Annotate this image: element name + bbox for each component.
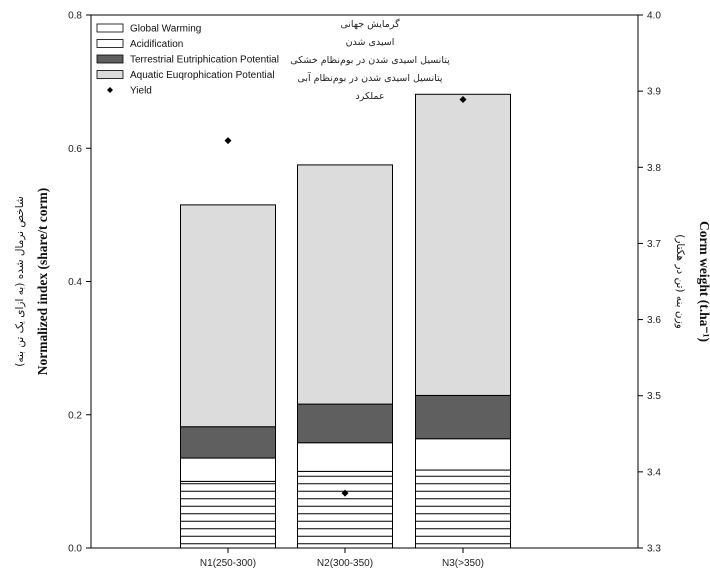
- y2-tick-label-3: 3.5: [647, 391, 661, 402]
- y-axis-title-fa: شاخص نرمال شده (به ازای یک تن بنه): [14, 196, 26, 367]
- bar-segment-1-1: [180, 480, 276, 549]
- yield-point-3: [459, 96, 467, 104]
- legend-fa-3: پتانسیل اسیدی شدن در بوم‌نظام خشکی: [290, 55, 450, 66]
- bar-segment-1-2: [297, 470, 393, 549]
- yield-point-2: [341, 489, 349, 497]
- y2-tick-label-1: 3.3: [647, 544, 661, 555]
- legend-label-yield: Yield: [130, 86, 152, 97]
- legend-swatch-3: [96, 54, 124, 64]
- axis-titles: Normalized index (share/t corm) شاخص نرما…: [14, 188, 710, 376]
- bar-segment-4-3: [415, 93, 511, 396]
- legend-label-4: Aquatic Euqrophication Potential: [130, 70, 275, 81]
- bars-group: [180, 93, 511, 549]
- y2-axis-title: Corm weight (t.ha⁻¹): [697, 221, 710, 342]
- legend-swatch-1: [96, 23, 124, 33]
- y2-tick-label-6: 3.8: [647, 163, 661, 174]
- y2-tick-label-5: 3.7: [647, 239, 661, 250]
- yield-markers: [224, 96, 467, 497]
- x-tick-label-3: N3(>350): [442, 558, 484, 569]
- yield-point-1: [224, 137, 232, 145]
- y2-tick-label-2: 3.4: [647, 467, 661, 478]
- legend-fa-4: پتانسیل اسیدی شدن در بوم‌نظام آبی: [297, 71, 443, 84]
- legend-swatch-yield: [107, 87, 113, 93]
- y-axis-title: Normalized index (share/t corm): [35, 188, 50, 376]
- y-tick-label-3: 0.4: [68, 277, 82, 288]
- y-tick-label-5: 0.8: [68, 11, 82, 22]
- legend-label-1: Global Warming: [130, 24, 201, 35]
- bar-segment-3-2: [297, 403, 393, 444]
- legend-fa-2: اسیدی شدن: [346, 37, 395, 48]
- bar-segment-4-2: [297, 164, 393, 405]
- y2-tick-label-4: 3.6: [647, 315, 661, 326]
- x-tick-label-1: N1(250-300): [200, 558, 256, 569]
- legend-swatch-2: [96, 39, 124, 48]
- axes-group: 0.0 0.2 0.4 0.6 0.8 3.3 3.4 3.5 3.6 3.7 3.8 3.9 4.0 N…: [68, 11, 661, 570]
- legend-label-2: Acidification: [130, 39, 183, 50]
- y2-axis-title-fa: وزن بنه (تن در هکتار): [674, 234, 686, 329]
- y-tick-label-2: 0.2: [68, 410, 82, 421]
- bar-segment-3-1: [180, 426, 276, 459]
- bar-segment-1-3: [415, 469, 511, 549]
- y2-tick-label-8: 4.0: [647, 11, 661, 22]
- bar-segment-3-3: [415, 394, 511, 440]
- bar-segment-2-3: [415, 438, 511, 471]
- legend-label-3: Terrestrial Eutriphication Potential: [130, 55, 279, 66]
- legend-fa-5: عملکرد: [355, 91, 384, 102]
- bar-segment-4-1: [180, 204, 276, 428]
- legend: Global Warming Acidification Terrestrial E…: [96, 18, 450, 102]
- x-tick-label-2: N2(300-350): [317, 558, 373, 569]
- bar-segment-2-1: [180, 457, 276, 482]
- y2-tick-label-7: 3.9: [647, 87, 661, 98]
- legend-swatch-4: [96, 70, 124, 79]
- y-tick-label-4: 0.6: [68, 144, 82, 155]
- legend-fa-1: گرمایش جهانی: [340, 18, 400, 30]
- bar-segment-2-2: [297, 442, 393, 472]
- y-tick-label-1: 0.0: [68, 544, 82, 555]
